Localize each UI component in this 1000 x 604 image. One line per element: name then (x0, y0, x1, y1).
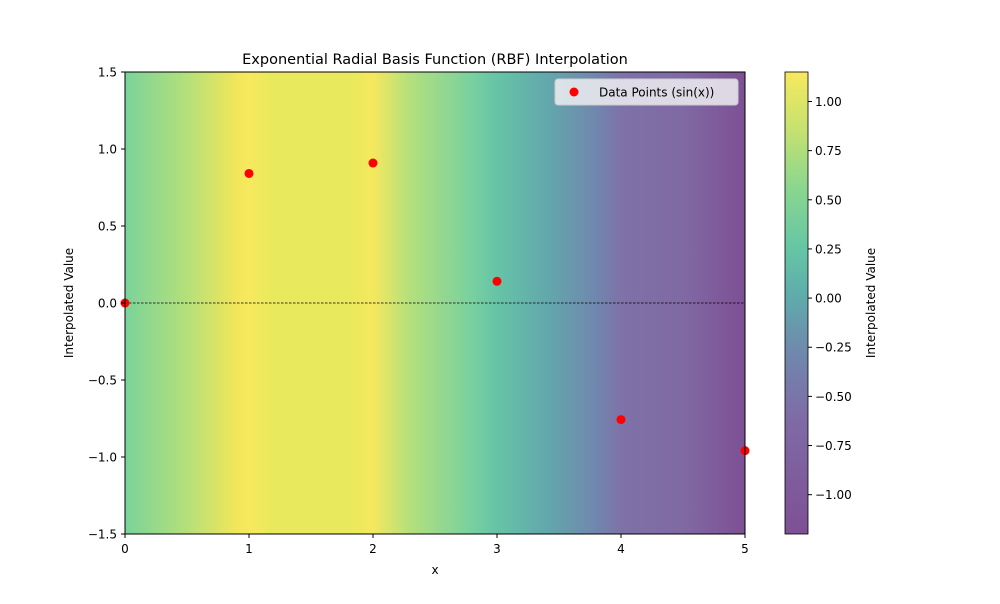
chart-title: Exponential Radial Basis Function (RBF) … (242, 52, 628, 68)
colorbar-tick-label: 1.00 (815, 95, 842, 109)
y-tick-label: 0.5 (98, 220, 117, 234)
y-axis-label: Interpolated Value (62, 248, 76, 358)
y-tick-label: 1.0 (98, 143, 117, 157)
colorbar (784, 71, 809, 535)
x-tick-label: 1 (245, 542, 253, 556)
data-point (368, 158, 378, 168)
y-tick-label: −1.5 (88, 528, 117, 542)
x-tick-label: 2 (369, 542, 377, 556)
colorbar-tick-label: 0.00 (815, 292, 842, 306)
y-tick-label: −0.5 (88, 374, 117, 388)
legend-marker (569, 87, 579, 97)
colorbar-tick-label: 0.25 (815, 242, 842, 256)
y-tick-label: 0.0 (98, 297, 117, 311)
data-point (616, 415, 626, 425)
colorbar-tick-label: −0.25 (815, 341, 852, 355)
x-tick-label: 5 (741, 542, 749, 556)
x-tick-label: 3 (493, 542, 501, 556)
data-point (492, 276, 502, 286)
y-tick-label: −1.0 (88, 451, 117, 465)
x-axis-label: x (431, 563, 438, 577)
y-tick-label: 1.5 (98, 66, 117, 80)
x-tick-label: 4 (617, 542, 625, 556)
x-tick-label: 0 (121, 542, 129, 556)
legend: Data Points (sin(x)) (554, 78, 739, 106)
colorbar-tick-label: 0.75 (815, 144, 842, 158)
colorbar-tick-label: −1.00 (815, 488, 852, 502)
colorbar-tick-label: −0.50 (815, 390, 852, 404)
colorbar-tick-label: 0.50 (815, 193, 842, 207)
colorbar-label: Interpolated Value (864, 248, 878, 358)
colorbar-tick-label: −0.75 (815, 439, 852, 453)
legend-label: Data Points (sin(x)) (599, 86, 714, 100)
data-point (244, 168, 254, 178)
